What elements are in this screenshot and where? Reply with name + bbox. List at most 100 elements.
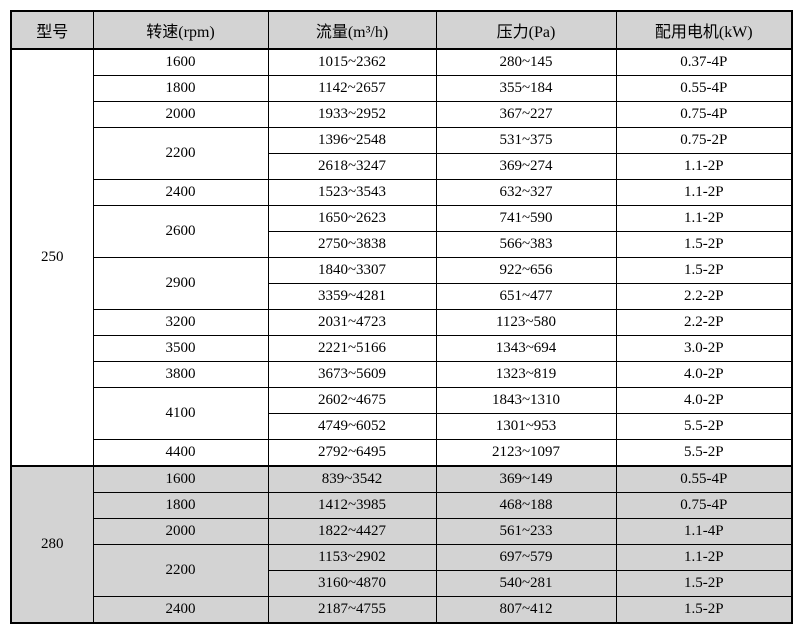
pressure-cell: 741~590: [435, 205, 617, 232]
table-header: 型号 转速(rpm) 流量(m³/h) 压力(Pa) 配用电机(kW): [10, 10, 793, 50]
fan-spec-table: 型号 转速(rpm) 流量(m³/h) 压力(Pa) 配用电机(kW) 250 1600 1…: [10, 10, 793, 624]
table-row: 3500 2221~5166 1343~694 3.0-2P: [11, 335, 793, 362]
speed-cell: 3800: [92, 361, 269, 388]
pressure-cell: 922~656: [435, 257, 617, 284]
motor-cell: 3.0-2P: [615, 335, 793, 362]
column-header: 配用电机(kW): [615, 10, 793, 50]
pressure-cell: 369~274: [435, 153, 617, 180]
speed-cell: 3200: [92, 309, 269, 336]
column-header: 转速(rpm): [92, 10, 269, 50]
table-row: 1800 1142~2657 355~184 0.55-4P: [11, 75, 793, 102]
speed-cell: 2900: [92, 257, 269, 310]
pressure-cell: 632~327: [435, 179, 617, 206]
speed-cell: 2000: [92, 518, 269, 545]
motor-cell: 0.75-4P: [615, 492, 793, 519]
pressure-cell: 2123~1097: [435, 439, 617, 467]
table-row: 3800 3673~5609 1323~819 4.0-2P: [11, 361, 793, 388]
table-row: 2200 1153~2902 697~579 1.1-2P: [11, 544, 793, 597]
table-row: 4400 2792~6495 2123~1097 5.5-2P: [11, 439, 793, 467]
flow-cell: 2602~4675: [267, 387, 437, 414]
pressure-cell: 1323~819: [435, 361, 617, 388]
speed-cell: 2400: [92, 179, 269, 206]
pressure-cell: 280~145: [435, 48, 617, 76]
table-row: 4749~6052 1301~953 5.5-2P: [11, 413, 793, 440]
flow-cell: 1015~2362: [267, 48, 437, 76]
table-row: 2400 2187~4755 807~412 1.5-2P: [11, 596, 793, 624]
speed-cell: 2600: [92, 205, 269, 258]
motor-cell: 1.1-2P: [615, 153, 793, 180]
motor-cell: 0.55-4P: [615, 75, 793, 102]
speed-cell: 4100: [92, 387, 269, 440]
speed-cell: 2200: [92, 127, 269, 180]
flow-cell: 2792~6495: [267, 439, 437, 467]
speed-cell: 4400: [92, 439, 269, 467]
flow-cell: 2187~4755: [267, 596, 437, 624]
motor-cell: 5.5-2P: [615, 413, 793, 440]
flow-cell: 1153~2902: [267, 544, 437, 571]
pressure-cell: 468~188: [435, 492, 617, 519]
motor-cell: 1.1-2P: [615, 544, 793, 571]
motor-cell: 2.2-2P: [615, 309, 793, 336]
column-header: 型号: [10, 10, 94, 50]
pressure-cell: 367~227: [435, 101, 617, 128]
table-row: 2000 1822~4427 561~233 1.1-4P: [11, 518, 793, 545]
table-row: 1800 1412~3985 468~188 0.75-4P: [11, 492, 793, 519]
table-row: 2750~3838 566~383 1.5-2P: [11, 231, 793, 258]
flow-cell: 3673~5609: [267, 361, 437, 388]
motor-cell: 0.75-4P: [615, 101, 793, 128]
motor-cell: 0.75-2P: [615, 127, 793, 154]
motor-cell: 0.55-4P: [615, 465, 793, 493]
model-cell: 280: [10, 465, 94, 624]
motor-cell: 1.5-2P: [615, 596, 793, 624]
motor-cell: 2.2-2P: [615, 283, 793, 310]
pressure-cell: 1343~694: [435, 335, 617, 362]
pressure-cell: 355~184: [435, 75, 617, 102]
table-row: 2200 1396~2548 531~375 0.75-2P: [11, 127, 793, 180]
speed-cell: 1800: [92, 492, 269, 519]
flow-cell: 2618~3247: [267, 153, 437, 180]
flow-cell: 1142~2657: [267, 75, 437, 102]
table-row: 2618~3247 369~274 1.1-2P: [11, 153, 793, 180]
flow-cell: 1412~3985: [267, 492, 437, 519]
pressure-cell: 1123~580: [435, 309, 617, 336]
table-row: 2000 1933~2952 367~227 0.75-4P: [11, 101, 793, 128]
column-header: 压力(Pa): [435, 10, 617, 50]
pressure-cell: 807~412: [435, 596, 617, 624]
pressure-cell: 531~375: [435, 127, 617, 154]
table-row: 2900 1840~3307 922~656 1.5-2P: [11, 257, 793, 310]
table-body: 250 1600 1015~2362 280~145 0.37-4P 1800 1142~2…: [10, 48, 793, 624]
flow-cell: 2750~3838: [267, 231, 437, 258]
table-row: 280 1600 839~3542 369~149 0.55-4P: [10, 465, 793, 624]
flow-cell: 3359~4281: [267, 283, 437, 310]
speed-cell: 2000: [92, 101, 269, 128]
pressure-cell: 1301~953: [435, 413, 617, 440]
table-row: 3160~4870 540~281 1.5-2P: [11, 570, 793, 597]
pressure-cell: 540~281: [435, 570, 617, 597]
table-row: 2400 1523~3543 632~327 1.1-2P: [11, 179, 793, 206]
speed-cell: 1600: [92, 465, 269, 493]
flow-cell: 1840~3307: [267, 257, 437, 284]
motor-cell: 1.1-4P: [615, 518, 793, 545]
table-row: 3200 2031~4723 1123~580 2.2-2P: [11, 309, 793, 336]
speed-cell: 2200: [92, 544, 269, 597]
table-row: 4100 2602~4675 1843~1310 4.0-2P: [11, 387, 793, 440]
motor-cell: 1.1-2P: [615, 179, 793, 206]
flow-cell: 1396~2548: [267, 127, 437, 154]
table-row: 250 1600 1015~2362 280~145 0.37-4P: [10, 48, 793, 467]
motor-cell: 4.0-2P: [615, 387, 793, 414]
pressure-cell: 1843~1310: [435, 387, 617, 414]
flow-cell: 2221~5166: [267, 335, 437, 362]
motor-cell: 1.1-2P: [615, 205, 793, 232]
flow-cell: 839~3542: [267, 465, 437, 493]
flow-cell: 1822~4427: [267, 518, 437, 545]
motor-cell: 1.5-2P: [615, 257, 793, 284]
motor-cell: 1.5-2P: [615, 231, 793, 258]
table-row: 2600 1650~2623 741~590 1.1-2P: [11, 205, 793, 258]
header-row: 型号 转速(rpm) 流量(m³/h) 压力(Pa) 配用电机(kW): [10, 10, 793, 50]
flow-cell: 1933~2952: [267, 101, 437, 128]
pressure-cell: 561~233: [435, 518, 617, 545]
motor-cell: 4.0-2P: [615, 361, 793, 388]
motor-cell: 5.5-2P: [615, 439, 793, 467]
motor-cell: 0.37-4P: [615, 48, 793, 76]
